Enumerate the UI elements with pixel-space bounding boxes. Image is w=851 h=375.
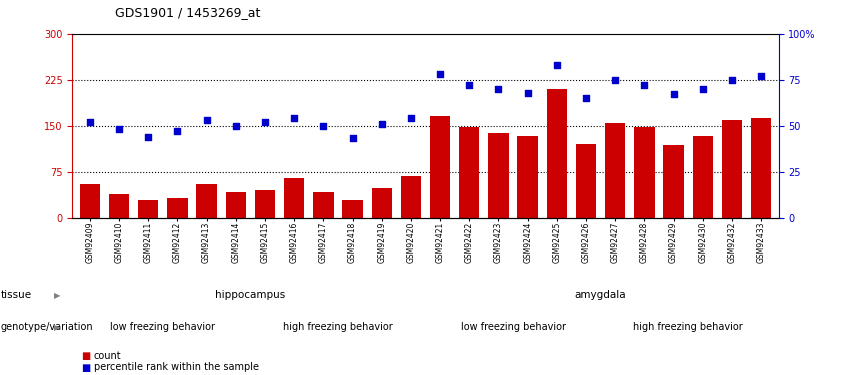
Bar [197,184,217,218]
Point [462,82,476,88]
Text: high freezing behavior: high freezing behavior [633,322,743,332]
Bar [751,118,771,218]
Point [580,95,593,101]
Point [200,117,214,123]
Bar [80,184,100,218]
Bar [313,192,334,217]
Text: ■: ■ [81,363,90,372]
Bar [254,190,275,217]
Bar [401,176,421,218]
Point [696,86,710,92]
Bar [693,136,713,218]
Bar [342,200,363,217]
Text: GDS1901 / 1453269_at: GDS1901 / 1453269_at [115,6,260,19]
Bar [576,144,597,218]
Text: amygdala: amygdala [574,290,626,300]
Bar [664,145,684,218]
Point [317,123,330,129]
Bar [109,194,129,217]
Point [141,134,155,140]
Text: tissue: tissue [1,290,32,300]
Text: hippocampus: hippocampus [215,290,285,300]
Bar [372,188,392,218]
Point [229,123,243,129]
Text: ▶: ▶ [54,322,60,332]
Bar [284,178,305,218]
Text: ▶: ▶ [54,291,60,300]
Point [637,82,651,88]
Point [170,128,184,134]
Text: ■: ■ [81,351,90,361]
Point [550,62,563,68]
Bar [546,89,567,218]
Point [754,73,768,79]
Text: genotype/variation: genotype/variation [1,322,94,332]
Point [667,92,681,98]
Point [112,126,126,132]
Point [83,119,97,125]
Bar [517,136,538,218]
Bar [634,127,654,218]
Point [404,115,418,121]
Text: count: count [94,351,121,361]
Text: high freezing behavior: high freezing behavior [283,322,393,332]
Point [288,115,301,121]
Text: percentile rank within the sample: percentile rank within the sample [94,363,259,372]
Point [346,135,359,141]
Point [258,119,271,125]
Bar [226,192,246,217]
Bar [459,127,479,218]
Text: low freezing behavior: low freezing behavior [111,322,215,332]
Bar [722,120,742,218]
Bar [488,133,509,218]
Point [608,77,622,83]
Point [521,90,534,96]
Bar [138,200,158,217]
Text: low freezing behavior: low freezing behavior [460,322,566,332]
Bar [430,116,450,218]
Bar [167,198,187,217]
Point [725,77,739,83]
Point [433,71,447,77]
Bar [605,123,625,218]
Point [375,121,389,127]
Point [492,86,505,92]
